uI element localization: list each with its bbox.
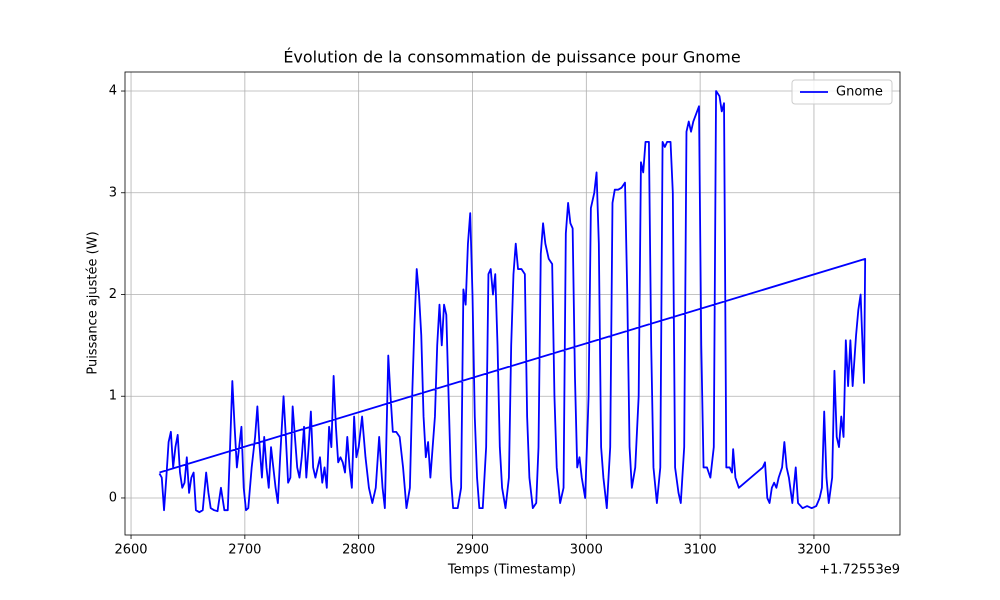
x-tick-label: 2900 (456, 543, 489, 558)
x-tick-label: 2700 (228, 543, 261, 558)
plot-frame (124, 71, 901, 536)
x-axis-label: Temps (Timestamp) (447, 563, 576, 578)
y-tick-label: 3 (109, 185, 117, 200)
y-axis-label: Puissance ajustée (W) (86, 231, 101, 374)
y-tick-label: 1 (109, 389, 117, 404)
x-tick-label: 3000 (570, 543, 603, 558)
legend-box (791, 79, 893, 105)
x-tick-label: 2800 (342, 543, 375, 558)
data-line (158, 90, 867, 514)
x-offset-label: +1.72553e9 (819, 563, 900, 578)
x-tick-label: 2600 (114, 543, 147, 558)
y-tick-label: 2 (109, 287, 117, 302)
x-tick-label: 3200 (797, 543, 830, 558)
y-tick-label: 4 (109, 84, 117, 99)
legend-label: Gnome (836, 85, 883, 100)
x-tick-label: 3100 (684, 543, 717, 558)
y-tick-label: 0 (109, 490, 117, 505)
chart-title: Évolution de la consommation de puissanc… (283, 48, 740, 67)
